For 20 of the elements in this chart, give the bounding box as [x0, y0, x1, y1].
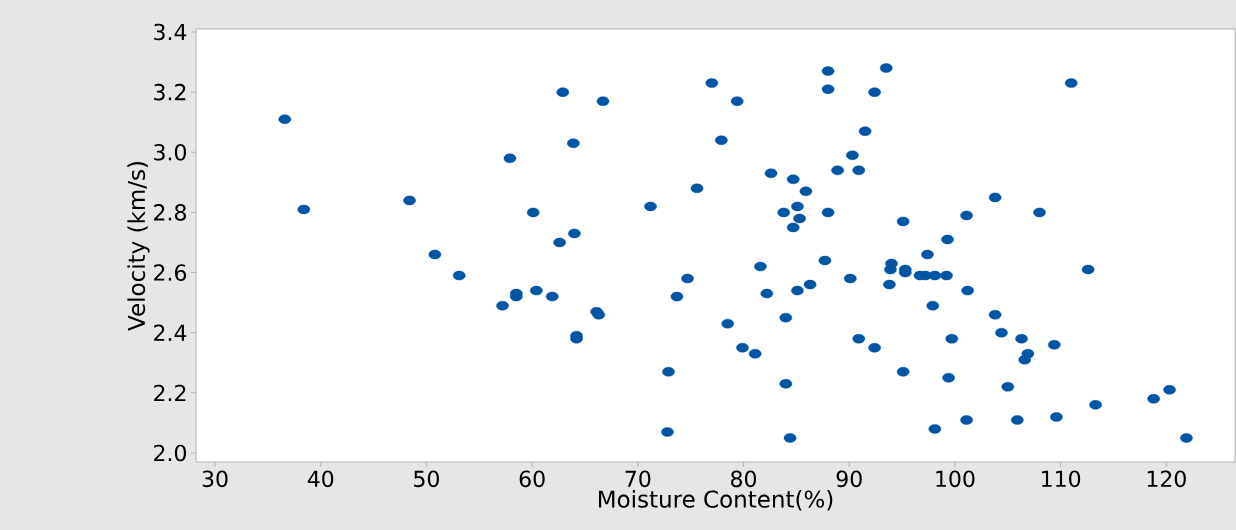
x-axis-title: Moisture Content(%): [599, 490, 833, 511]
y-tick-label: 3.2: [154, 83, 186, 101]
x-tick-label: 110: [1042, 470, 1081, 488]
y-tick-label: 3.4: [154, 23, 187, 41]
x-tick-label: 70: [625, 470, 651, 488]
y-tick-label: 2.0: [154, 444, 186, 462]
y-tick-label: 2.4: [154, 324, 187, 341]
x-tick-label: 30: [202, 470, 228, 488]
y-tick-label: 3.0: [154, 143, 186, 161]
y-tick-label: 2.8: [154, 204, 186, 221]
y-axis-title: Velocity (km/s): [127, 162, 150, 331]
x-tick-label: 100: [936, 470, 975, 488]
x-tick-label: 50: [414, 470, 439, 488]
y-tick-label: 2.2: [154, 384, 186, 401]
x-tick-label: 60: [519, 470, 545, 488]
y-tick-label: 2.6: [154, 264, 187, 281]
x-tick-label: 90: [836, 470, 862, 488]
x-tick-label: 120: [1147, 470, 1186, 488]
x-tick-label: 40: [307, 470, 334, 488]
x-tick-label: 80: [731, 470, 757, 488]
